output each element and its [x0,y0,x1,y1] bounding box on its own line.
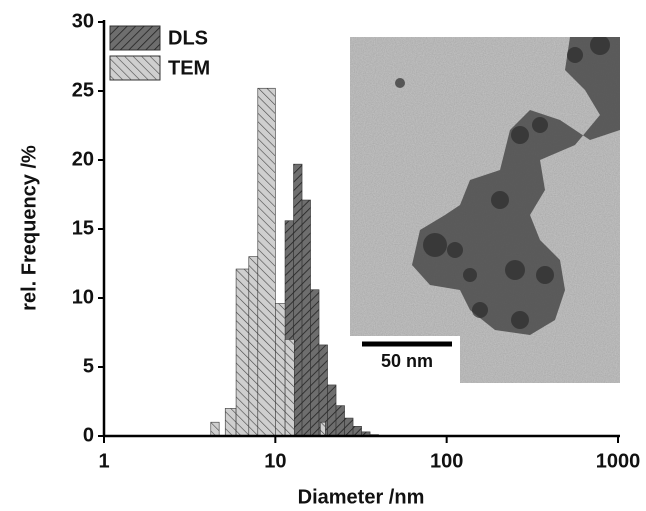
bar [344,417,354,437]
bar-hatch [225,408,237,436]
x-tick-label: 1000 [596,450,641,472]
particle-cluster [412,37,620,335]
bar-hatch [302,200,311,436]
bar [319,421,326,437]
bar-hatch [257,88,276,437]
scale-bar-label: 50 nm [381,351,433,371]
bar-hatch [336,405,345,436]
bar-hatch [275,303,286,436]
axes: 0 5 10 15 20 25 30 1 10 100 1000 [72,10,641,472]
bar-hatch [210,422,220,436]
x-tick-label: 1 [98,450,109,472]
bar [310,289,320,437]
bar [275,303,286,437]
inset-image: 50 nm [350,37,620,383]
bar [352,426,362,437]
bar-hatch [236,269,249,436]
bar [293,163,303,437]
legend-swatch-hatch [110,56,160,80]
legend-swatch-hatch [110,26,160,50]
bar-hatch [361,431,371,436]
bar [301,199,311,437]
dark-particles [395,37,610,329]
y-tick-label: 20 [72,148,94,170]
bar-hatch [327,384,337,436]
x-tick-label: 100 [430,450,463,472]
bar [210,421,220,437]
y-axis-label: rel. Frequency /% [18,145,40,311]
bar [335,405,345,437]
bar [224,408,237,437]
y-tick-label: 0 [83,424,94,446]
bar-hatch [248,256,258,436]
legend: DLS TEM [109,25,210,81]
x-axis-label: Diameter /nm [298,486,425,508]
x-tick-label: 10 [264,450,286,472]
bar [327,384,337,437]
legend-label: DLS [168,27,208,49]
bar-hatch [353,426,362,436]
bar-hatch [310,289,320,436]
y-tick-label: 30 [72,10,94,32]
bar [235,268,250,437]
y-tick-label: 5 [83,355,94,377]
y-tick-label: 25 [72,79,94,101]
bar-hatch [344,418,354,436]
bar-hatch [285,220,294,436]
bar-hatch [293,164,303,436]
bar-hatch [319,344,328,436]
bars [210,87,379,437]
bar-hatch [320,422,326,436]
bar [257,87,276,437]
bar-hatch [285,339,295,436]
y-tick-label: 15 [72,217,94,239]
legend-label: TEM [168,57,210,79]
bar [248,256,259,437]
y-tick-label: 10 [72,286,94,308]
bar [284,339,295,437]
